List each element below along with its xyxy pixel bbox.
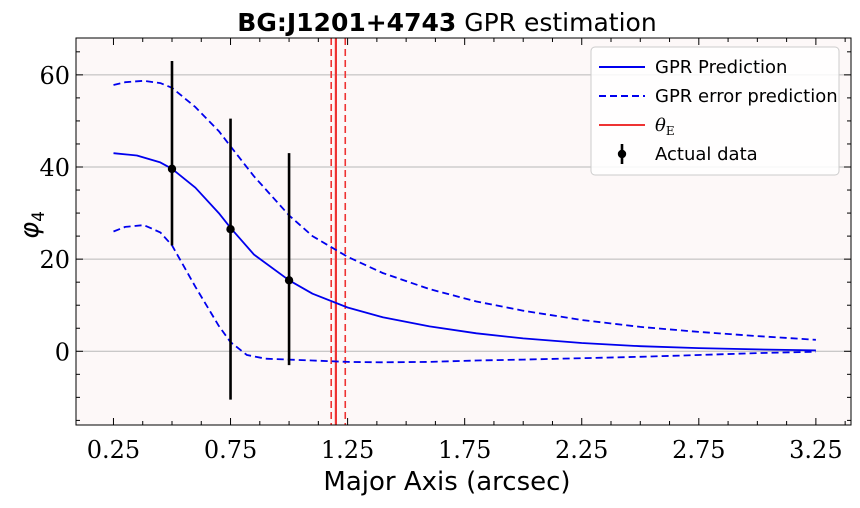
chart-title: BG:J1201+4743 GPR estimation xyxy=(237,8,656,37)
y-tick-label: 20 xyxy=(39,246,70,274)
legend-label: GPR error prediction xyxy=(655,86,838,107)
axis-ticks: 0.25 0.75 1.25 1.75 2.25 2.75 3.25 0 20 40 60 xyxy=(39,38,851,464)
legend-label: Actual data xyxy=(655,144,758,165)
legend: GPR Prediction GPR error prediction θE Actu… xyxy=(590,46,840,176)
prediction-curve xyxy=(113,152,816,352)
plot-content xyxy=(113,38,816,425)
y-axis-label: φ4 xyxy=(15,211,49,239)
y-tick-label: 40 xyxy=(39,154,70,182)
plot-frame xyxy=(75,37,852,426)
data-point xyxy=(226,224,235,234)
data-point xyxy=(284,276,294,285)
error-lower-curve xyxy=(113,224,816,364)
x-axis-label: Major Axis (arcsec) xyxy=(323,467,570,497)
y-axis-label-symbol: φ xyxy=(15,222,45,239)
legend-box xyxy=(590,46,840,176)
legend-label-symbol: θ xyxy=(655,115,666,136)
x-tick-label: 0.75 xyxy=(204,436,257,464)
x-tick-label: 2.75 xyxy=(672,436,725,464)
y-axis-label-subscript: 4 xyxy=(29,211,49,222)
data-point xyxy=(167,164,177,174)
legend-label-subscript: E xyxy=(666,124,675,138)
chart-title-rest: GPR estimation xyxy=(456,8,656,37)
x-tick-label: 1.75 xyxy=(438,436,491,464)
x-tick-label: 2.25 xyxy=(555,436,608,464)
legend-swatch-marker xyxy=(617,149,627,159)
y-tick-label: 0 xyxy=(55,338,70,366)
x-tick-label: 3.25 xyxy=(789,436,842,464)
x-tick-label: 1.25 xyxy=(321,436,374,464)
legend-label: GPR Prediction xyxy=(655,57,787,78)
legend-label: θE xyxy=(655,115,675,138)
error-upper-curve xyxy=(113,79,816,341)
chart-title-bold: BG:J1201+4743 xyxy=(237,8,456,37)
y-tick-label: 60 xyxy=(39,62,70,90)
x-tick-label: 0.25 xyxy=(87,436,140,464)
